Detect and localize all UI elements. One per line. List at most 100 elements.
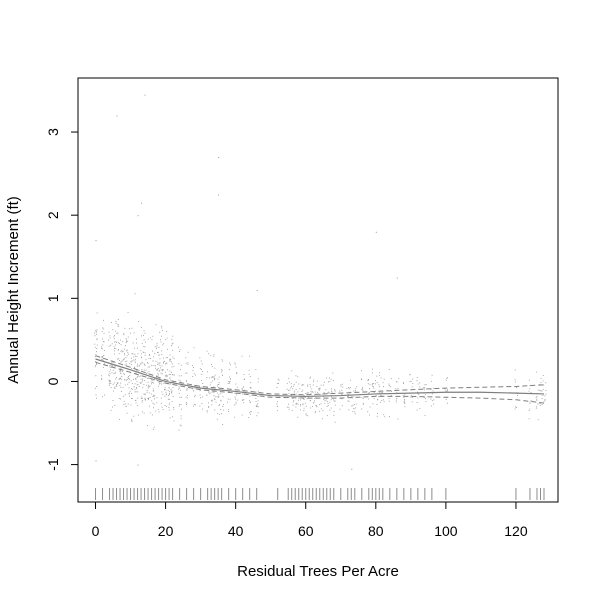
data-point <box>355 390 357 392</box>
data-point <box>131 398 132 400</box>
outlier-point <box>95 240 97 242</box>
data-point <box>168 398 169 400</box>
data-point <box>150 337 152 339</box>
data-point <box>202 370 204 372</box>
data-point <box>528 410 530 411</box>
data-point <box>208 406 210 408</box>
data-point <box>543 384 545 386</box>
data-point <box>167 394 169 396</box>
data-point <box>144 397 146 399</box>
data-point <box>194 387 196 389</box>
data-point <box>151 383 152 385</box>
data-point <box>347 396 348 397</box>
data-point <box>178 375 180 377</box>
data-point <box>170 388 172 390</box>
data-point <box>141 401 143 403</box>
data-point <box>95 331 97 333</box>
data-point <box>94 343 96 345</box>
data-point <box>241 414 243 416</box>
data-point <box>113 373 115 375</box>
data-point <box>295 393 297 395</box>
data-point <box>141 381 143 383</box>
data-point <box>120 339 122 341</box>
data-point <box>318 404 320 405</box>
data-point <box>118 342 119 344</box>
data-point <box>212 391 214 393</box>
data-point <box>123 379 125 381</box>
data-point <box>149 366 151 368</box>
data-point <box>119 372 121 374</box>
outlier-point <box>218 156 220 158</box>
data-point <box>129 363 131 364</box>
data-point <box>168 404 170 406</box>
data-point <box>128 381 130 383</box>
data-point <box>332 372 334 374</box>
data-point <box>153 428 154 430</box>
data-point <box>211 376 213 378</box>
data-point <box>375 380 376 382</box>
data-point <box>168 387 170 389</box>
data-point <box>180 369 182 370</box>
data-point <box>96 329 98 331</box>
data-point <box>302 403 304 405</box>
data-point <box>199 397 201 399</box>
data-point <box>213 355 215 357</box>
data-point <box>161 373 163 375</box>
data-point <box>157 351 159 353</box>
data-point <box>351 405 353 407</box>
data-point <box>109 379 111 381</box>
data-point <box>248 369 250 371</box>
data-point <box>290 387 292 389</box>
data-point <box>145 384 147 386</box>
data-point <box>142 397 143 399</box>
data-point <box>144 332 146 334</box>
data-point <box>179 396 181 398</box>
data-point <box>234 416 236 418</box>
y-tick-label: 0 <box>45 377 61 385</box>
data-point <box>320 403 322 405</box>
data-point <box>331 388 332 390</box>
data-point <box>320 393 322 395</box>
data-point <box>388 383 390 385</box>
data-point <box>295 381 297 383</box>
data-point <box>195 374 196 376</box>
data-point <box>310 386 311 388</box>
data-point <box>412 396 414 398</box>
data-point <box>307 384 309 386</box>
data-point <box>102 396 103 398</box>
data-point <box>170 379 172 381</box>
data-point <box>128 376 129 378</box>
data-point <box>371 368 373 370</box>
data-point <box>158 383 160 385</box>
data-point <box>128 393 130 395</box>
data-point <box>331 390 332 392</box>
data-point <box>154 379 156 381</box>
data-point <box>329 401 331 403</box>
data-point <box>217 385 219 387</box>
data-point <box>144 380 146 382</box>
data-point <box>164 395 166 397</box>
data-point <box>199 390 201 392</box>
data-point <box>257 403 259 405</box>
data-point <box>114 347 116 349</box>
data-point <box>147 366 149 368</box>
data-point <box>404 406 406 408</box>
data-point <box>222 396 224 398</box>
data-point <box>123 334 125 336</box>
data-point <box>404 394 406 396</box>
data-point <box>94 366 96 368</box>
data-point <box>200 360 202 362</box>
data-point <box>95 375 97 377</box>
data-point <box>234 404 236 406</box>
data-point <box>348 387 350 389</box>
data-point <box>149 405 151 407</box>
y-tick-label: -1 <box>45 458 61 471</box>
data-point <box>514 369 516 371</box>
data-point <box>306 392 308 394</box>
data-point <box>115 365 117 367</box>
x-axis-label: Residual Trees Per Acre <box>237 563 399 580</box>
data-point <box>156 346 158 348</box>
data-point <box>122 387 124 388</box>
data-point <box>416 402 418 404</box>
data-point <box>115 378 117 380</box>
